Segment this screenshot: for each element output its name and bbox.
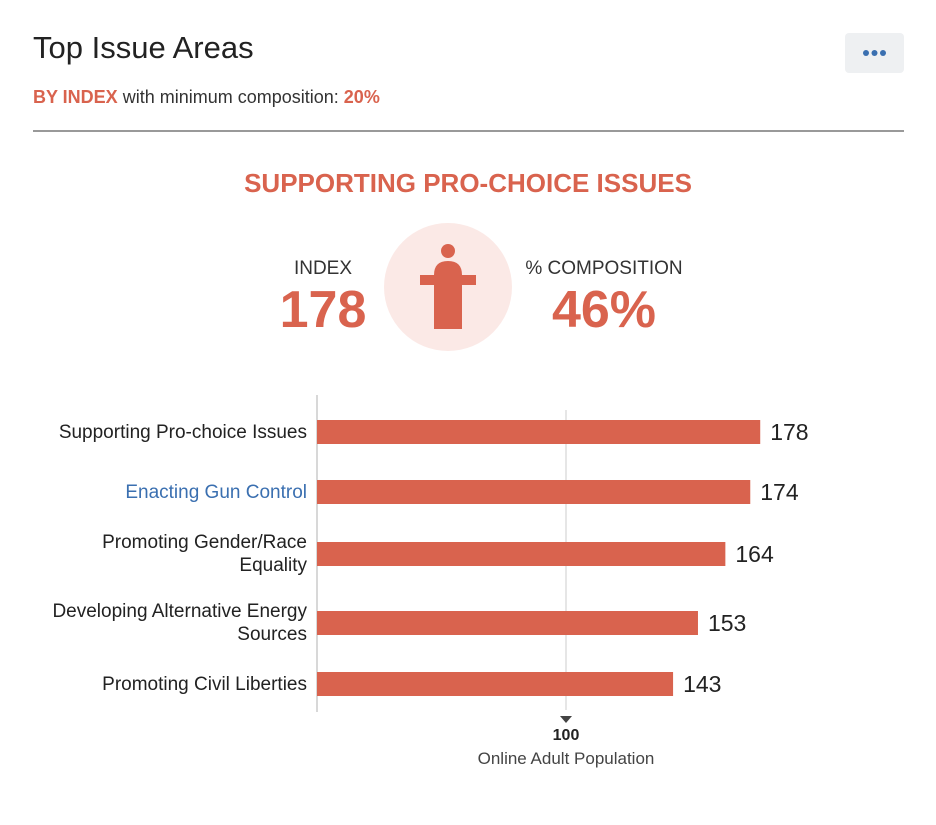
x-axis-label: Online Adult Population — [478, 749, 655, 768]
menu-dots — [863, 50, 886, 56]
index-value: 178 — [279, 281, 367, 339]
subtitle: BY INDEX with minimum composition: 20% — [33, 87, 380, 108]
reference-marker — [560, 716, 572, 723]
category-label: Enacting Gun Control — [125, 481, 307, 503]
composition-value: 46% — [551, 281, 657, 339]
category-label: Developing Alternative Energy Sources — [52, 601, 307, 645]
menu-button[interactable] — [845, 33, 904, 73]
x-tick-label: 100 — [553, 727, 580, 744]
highlight-title: SUPPORTING PRO-CHOICE ISSUES — [244, 168, 692, 198]
category-label: Promoting Gender/Race Equality — [102, 532, 307, 576]
index-label: INDEX — [293, 258, 353, 279]
value-label: 174 — [760, 479, 799, 505]
category-label: Supporting Pro-choice Issues — [58, 421, 307, 443]
category-label: Promoting Civil Liberties — [102, 673, 307, 695]
subtitle-value: 20% — [343, 87, 380, 107]
bar — [317, 611, 698, 635]
value-label: 178 — [770, 419, 808, 445]
icon — [384, 223, 512, 351]
bar — [317, 672, 674, 696]
bar — [317, 542, 726, 566]
subtitle-prefix: BY INDEX — [33, 87, 118, 107]
composition-label: % COMPOSITION — [525, 258, 683, 279]
title: Top Issue Areas — [33, 30, 254, 65]
bar — [317, 420, 761, 444]
value-label: 153 — [708, 610, 746, 636]
divider — [33, 130, 904, 132]
subtitle-text: with minimum composition: — [122, 87, 339, 107]
bar — [317, 480, 751, 504]
value-label: 143 — [683, 671, 721, 697]
value-label: 164 — [735, 541, 774, 567]
